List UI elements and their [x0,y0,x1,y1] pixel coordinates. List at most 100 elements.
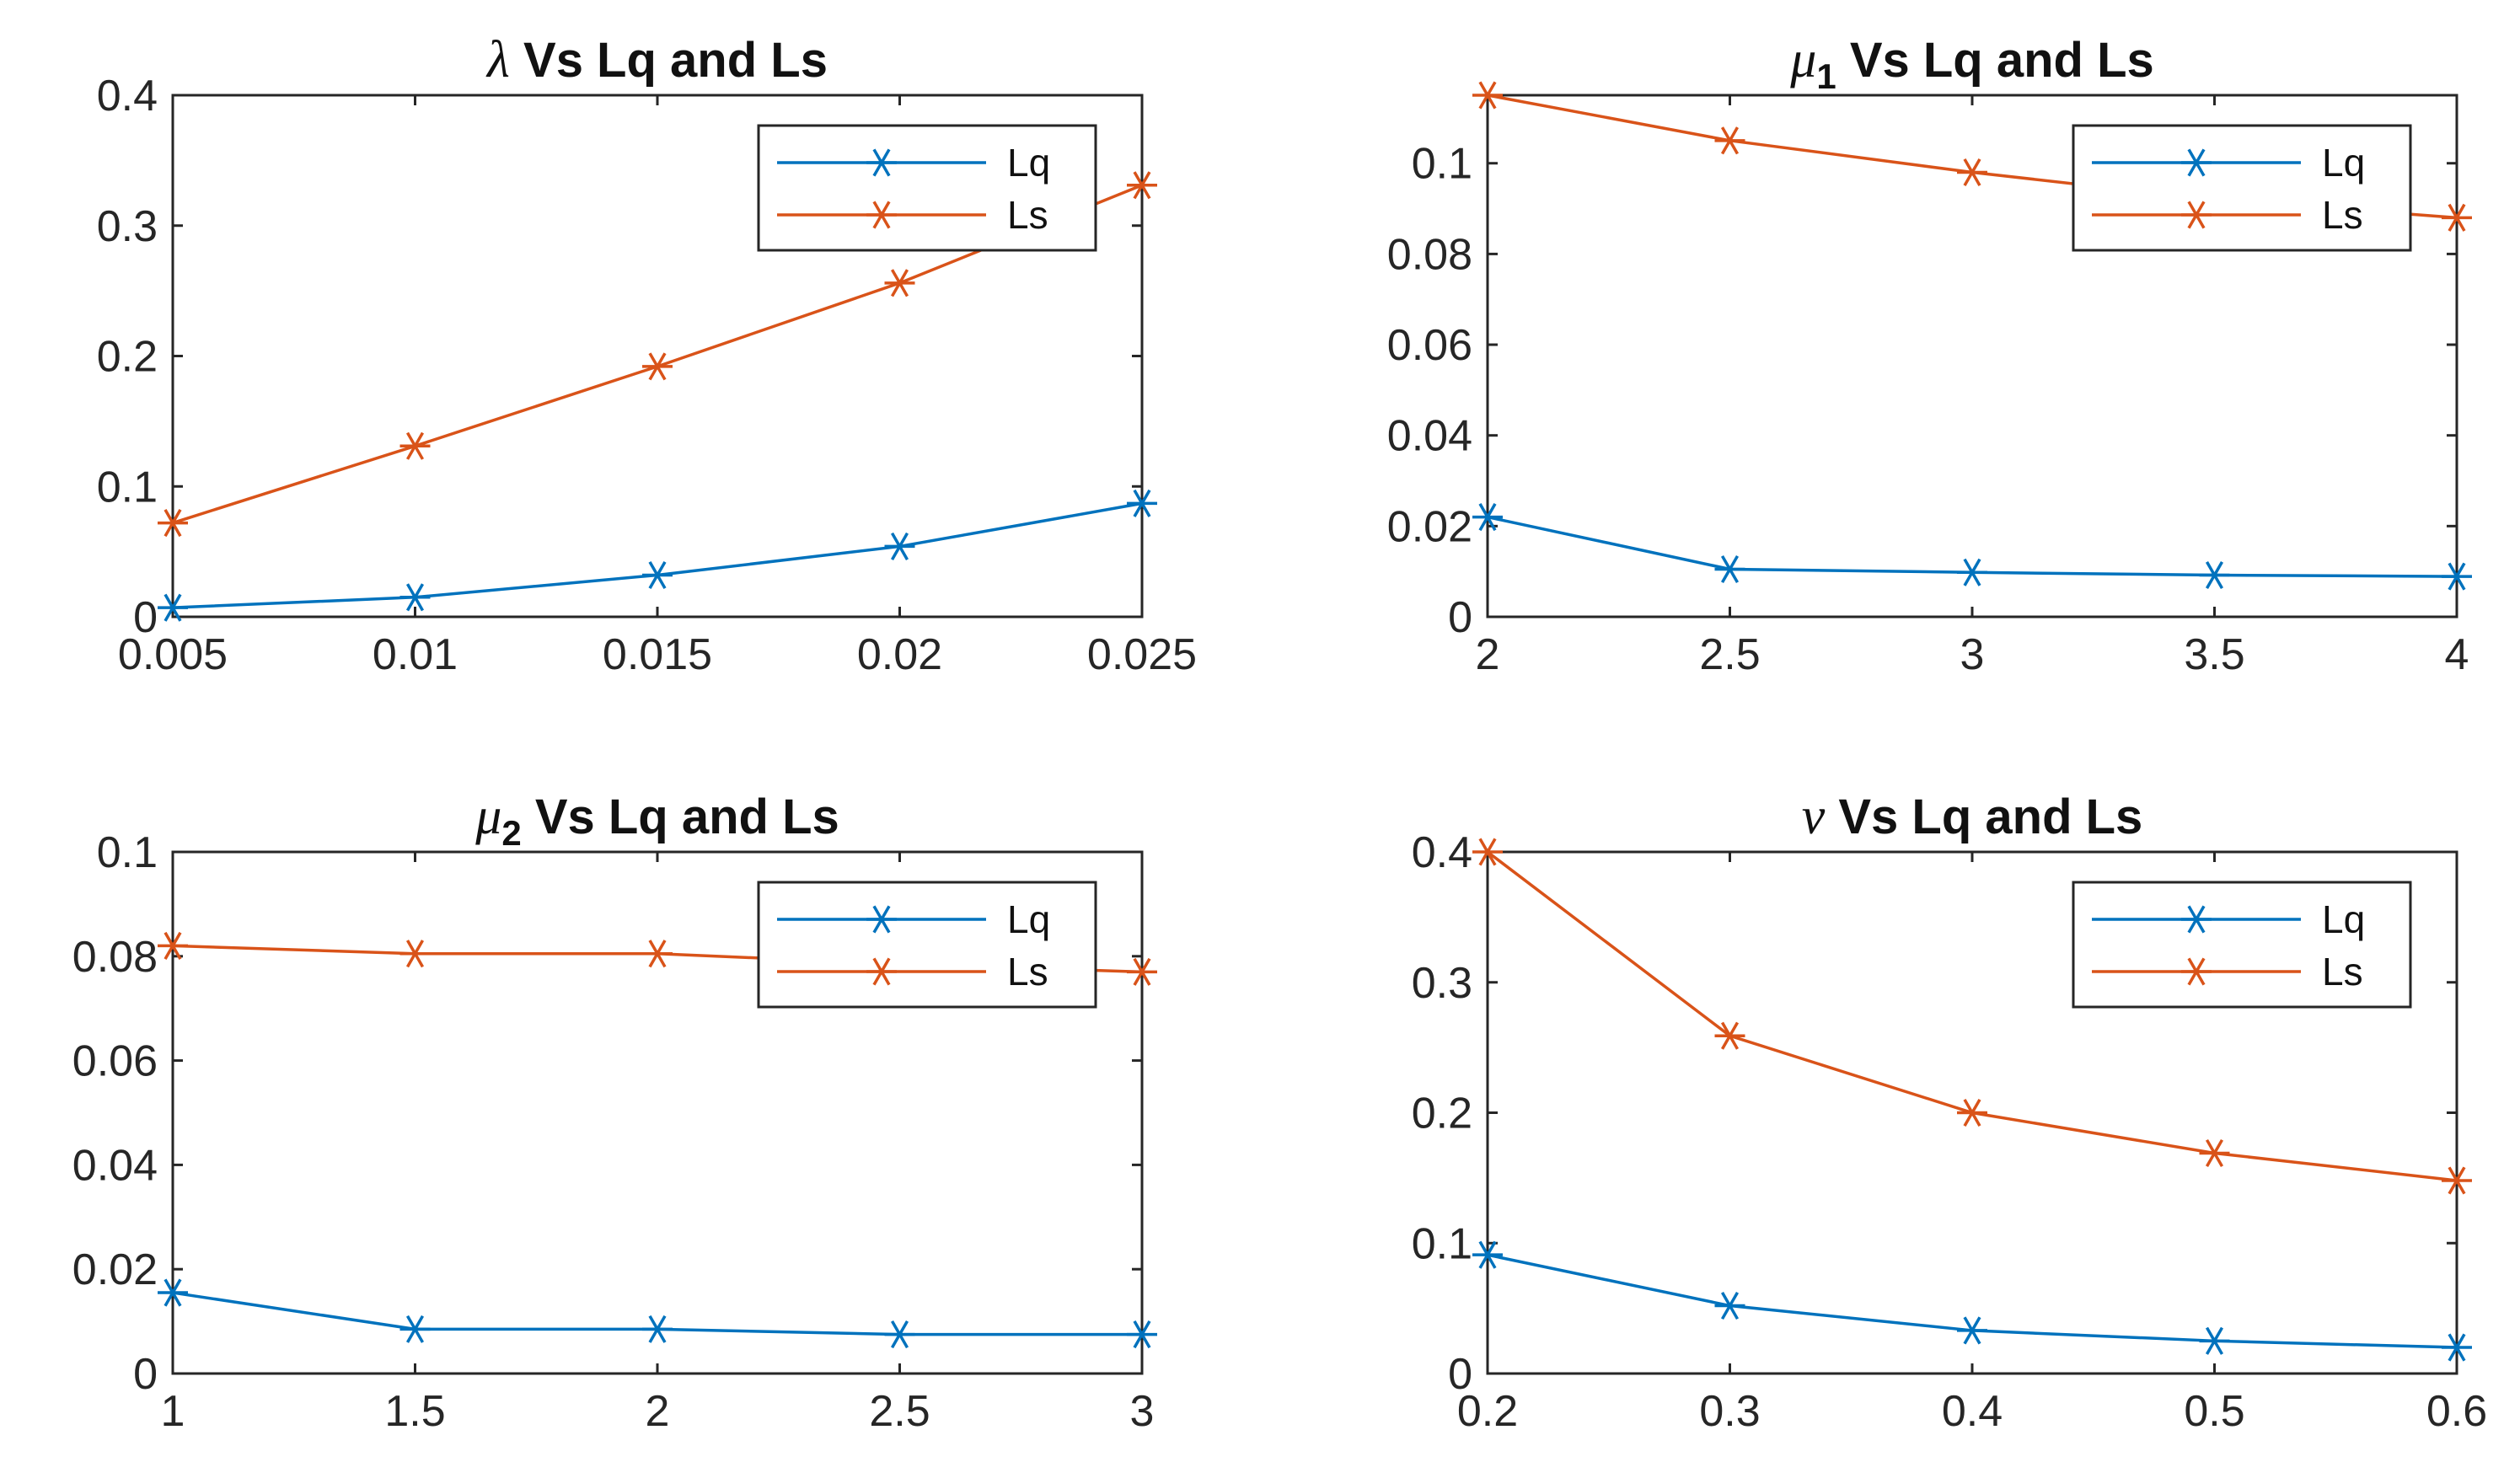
data-point-ls [1714,126,1745,155]
data-point-lq [884,532,915,560]
data-point-lq-shape [642,1315,673,1343]
x-tick-label: 1.5 [384,1387,445,1436]
data-point-ls-shape [158,931,188,960]
data-point-lq [399,1315,431,1343]
data-point-lq [2199,560,2230,590]
chart-title: ν Vs Lq and Ls [1802,788,2143,845]
data-point-ls [1472,838,1503,866]
legend-label-lq: Lq [2322,897,2365,941]
data-point-ls [1472,81,1503,110]
data-point-ls [2199,1138,2230,1168]
x-tick-label: 0.015 [603,630,712,679]
y-tick-label: 0.1 [1412,1219,1472,1268]
data-point-ls-shape [642,352,673,381]
data-point-ls [1957,158,1987,187]
x-tick-label: 3 [1960,630,1985,679]
chart-title: μ1 Vs Lq and Ls [1789,31,2154,96]
nu-symbol: ν [1802,788,1826,845]
legend-marker-ls [2181,201,2212,229]
y-tick-label: 0.02 [1387,502,1472,551]
legend-label-ls: Ls [1007,193,1048,237]
y-tick-label: 0.1 [97,463,158,511]
data-point-lq [1472,1240,1503,1269]
y-tick-label: 0.08 [72,933,158,982]
y-tick-label: 0.4 [1412,828,1472,877]
y-tick-label: 0.04 [72,1141,158,1190]
legend-box [2072,124,2412,252]
data-point-lq-shape [1714,1291,1745,1320]
legend-marker-lq-shape [2181,148,2212,177]
data-point-lq [399,583,431,612]
y-tick-label: 0 [1448,593,1472,642]
y-tick-label: 0.06 [1387,321,1472,370]
legend-marker-lq [2181,148,2212,177]
data-point-lq-shape [884,1320,915,1349]
data-point-ls [884,269,915,297]
x-tick-label: 0.3 [1699,1387,1760,1436]
y-tick-label: 0 [133,1350,158,1399]
data-point-lq [1957,1316,1987,1345]
data-point-ls [2442,1166,2472,1195]
legend-marker-ls [866,957,897,986]
chart-panel-mu1: μ1 Vs Lq and Ls 2 2.5 3 3.5 4 0 0.02 0.04 0.06 0.0… [1387,31,2472,679]
legend-label-ls: Ls [2322,193,2363,237]
data-point-ls [1127,171,1157,200]
legend: Lq Ls [757,881,1097,1009]
legend-marker-lq [866,148,897,177]
data-point-ls [399,940,431,968]
title-text: Vs Lq and Ls [522,790,839,844]
data-point-ls [2442,203,2472,232]
legend-label-lq: Lq [1007,897,1050,941]
data-point-lq-shape [1957,558,1987,586]
x-tick-label: 2 [1476,630,1500,679]
data-point-ls [399,431,431,460]
chart-title: μ2 Vs Lq and Ls [475,788,839,853]
data-point-lq-shape [2199,1326,2230,1355]
data-point-ls-shape [642,940,673,968]
data-point-lq-shape [399,583,431,612]
legend-entry-ls: Ls [777,193,1048,237]
data-point-lq [1127,1320,1157,1349]
data-point-lq-shape [2199,560,2230,590]
x-tick-label: 2.5 [1699,630,1760,679]
data-point-lq [2442,562,2472,591]
y-tick-label: 0.08 [1387,230,1472,279]
data-point-lq-shape [2442,562,2472,591]
x-tick-label: 3.5 [2184,630,2244,679]
x-tick-label: 0.02 [857,630,942,679]
data-point-ls-shape [2199,1138,2230,1168]
data-point-lq [1127,489,1157,517]
data-point-ls-shape [884,269,915,297]
data-point-lq [884,1320,915,1349]
legend-marker-lq-shape [866,905,897,934]
legend: Lq Ls [2072,124,2412,252]
data-point-ls-shape [1127,957,1157,986]
y-tick-label: 0.04 [1387,412,1472,461]
legend-marker-lq [2181,905,2212,934]
data-point-ls [1127,957,1157,986]
x-tick-label: 0.005 [118,630,228,679]
title-subscript: 2 [501,813,521,853]
chart-panel-lambda: λ Vs Lq and Ls 0.005 0.01 0.015 0.02 0.025 0 0.… [97,31,1197,679]
data-point-lq [642,1315,673,1343]
legend-box [757,881,1097,1009]
legend-marker-ls-shape [2181,957,2212,986]
legend: Lq Ls [757,124,1097,252]
legend-entry-lq: Lq [777,141,1050,185]
legend-entry-ls: Ls [777,950,1048,993]
data-point-ls-shape [158,509,188,538]
y-tick-label: 0.06 [72,1037,158,1086]
legend-marker-ls [866,201,897,229]
legend-box [757,124,1097,252]
data-point-lq-shape [2442,1333,2472,1362]
data-point-ls-shape [1957,158,1987,187]
y-tick-label: 0.3 [97,202,158,251]
data-point-lq-shape [1127,1320,1157,1349]
data-point-ls-shape [399,431,431,460]
legend-marker-ls-shape [866,957,897,986]
data-point-lq-shape [158,593,188,622]
data-point-lq-shape [1714,554,1745,584]
data-point-ls-shape [1472,838,1503,866]
legend-marker-lq [866,905,897,934]
